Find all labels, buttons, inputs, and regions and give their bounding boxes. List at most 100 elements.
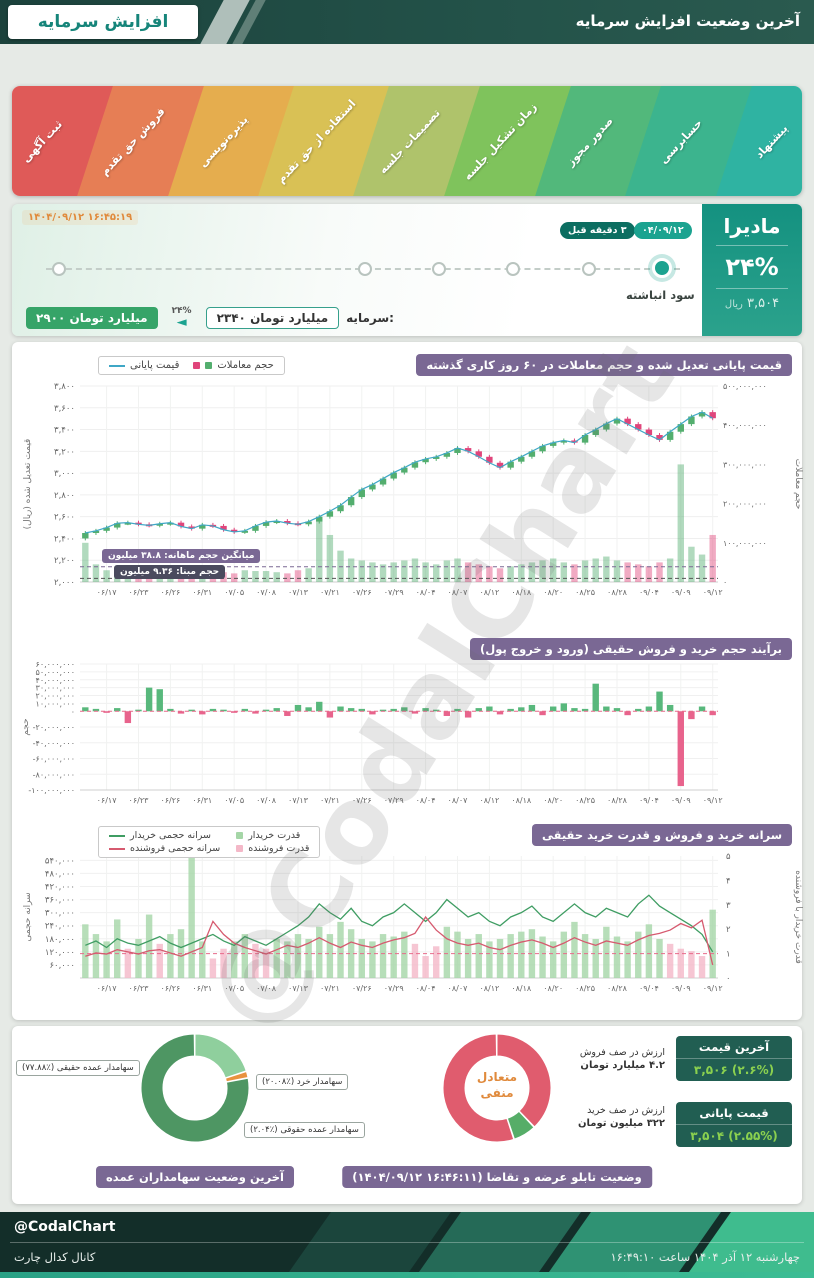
svg-text:۰۶/۲۳: ۰۶/۲۳ xyxy=(129,796,150,805)
symbol-name: مادیرا xyxy=(723,214,781,238)
base-volume-badge: حجم مبنا: ۹.۳۶ میلیون xyxy=(114,565,226,579)
svg-text:۲۴۰,۰۰۰: ۲۴۰,۰۰۰ xyxy=(45,922,75,932)
chart-legend: قیمت پایانی حجم معاملات xyxy=(98,356,285,375)
svg-text:۰۸/۰۷: ۰۸/۰۷ xyxy=(448,588,469,597)
price-volume-chart: ۲,۰۰۰ ۲,۲۰۰ ۲,۴۰۰ ۲,۶۰۰ ۲,۸۰۰ ۳,۰۰۰ ۳,۲۰۰ ۳,۴۰۰… xyxy=(23,382,803,597)
svg-text:۰۷/۲۶: ۰۷/۲۶ xyxy=(352,796,372,805)
close-price-badge: قیمت پایانی ۳,۵۰۴ (۲.۵۵%) xyxy=(676,1102,792,1147)
svg-text:۰۷/۰۵: ۰۷/۰۵ xyxy=(224,588,244,597)
svg-text:۱۲۰,۰۰۰: ۱۲۰,۰۰۰ xyxy=(45,948,75,958)
shareholder-label-real-major: سهامدار عمده حقیقی (٪۷۷.۸۸) xyxy=(16,1060,140,1076)
svg-text:۰۶/۳۱: ۰۶/۳۱ xyxy=(192,796,212,805)
legend-item: سرانه حجمی خریدار xyxy=(109,830,220,841)
svg-text:۰۶/۱۷: ۰۶/۱۷ xyxy=(97,796,118,805)
shareholders-section-title: آخرین وضعیت سهامداران عمده xyxy=(96,1166,294,1188)
timeline-dot xyxy=(506,262,520,276)
svg-text:۶۰,۰۰۰,۰۰۰: ۶۰,۰۰۰,۰۰۰ xyxy=(36,660,75,669)
close-price-value: ۳,۵۰۴ (۲.۵۵%) xyxy=(690,1129,778,1143)
svg-text:۰۷/۱۳: ۰۷/۱۳ xyxy=(288,984,309,993)
svg-text:۴۲۰,۰۰۰: ۴۲۰,۰۰۰ xyxy=(45,883,75,893)
last-price-value: ۳,۵۰۶ (۲.۶%) xyxy=(693,1063,775,1077)
last-price-badge: آخرین قیمت ۳,۵۰۶ (۲.۶%) xyxy=(676,1036,792,1081)
ribbon-stage-label: فروش حق تقدم xyxy=(98,104,168,178)
svg-text:۰۹/۰۴: ۰۹/۰۴ xyxy=(639,984,659,993)
footer-datetime: چهارشنبه ۱۲ آذر ۱۴۰۴ ساعت ۱۶:۴۹:۱۰ xyxy=(610,1250,800,1264)
svg-text:۱۸۰,۰۰۰: ۱۸۰,۰۰۰ xyxy=(45,935,75,945)
svg-text:-۱۰۰,۰۰۰,۰۰۰: -۱۰۰,۰۰۰,۰۰۰ xyxy=(28,786,75,795)
svg-text:سرانه حجمی: سرانه حجمی xyxy=(23,892,33,941)
per-capita-chart-block: سرانه خرید و فروش و قدرت خرید حقیقی سران… xyxy=(18,824,803,1010)
svg-text:۲,۲۰۰: ۲,۲۰۰ xyxy=(54,556,75,566)
svg-text:۰۷/۰۸: ۰۷/۰۸ xyxy=(256,588,277,597)
svg-text:۰۸/۲۸: ۰۸/۲۸ xyxy=(607,588,628,597)
bottom-summary-card: سهامدار عمده حقیقی (٪۷۷.۸۸) سهامدار خرد … xyxy=(12,1026,802,1204)
timeline-card: ۱۴۰۴/۰۹/۱۲ ۱۶:۴۵:۱۹ ۳ دقیقه قبل ۰۴/۰۹/۱۲… xyxy=(12,204,802,336)
main-chart-card: قیمت پایانی تعدیل شده و حجم معاملات در ۶… xyxy=(12,342,803,1020)
capital-after-pill: ۲۹۰۰ میلیارد تومان xyxy=(26,307,158,329)
svg-text:۰۹/۰۹: ۰۹/۰۹ xyxy=(671,796,691,805)
svg-text:-۶۰,۰۰۰,۰۰۰: -۶۰,۰۰۰,۰۰۰ xyxy=(33,755,75,764)
ribbon-stage-label: پذیره‌نویسی xyxy=(196,112,251,170)
capital-label: سرمایه: xyxy=(346,311,394,325)
legend-item: حجم معاملات xyxy=(193,360,274,371)
svg-text:۰۸/۰۴: ۰۸/۰۴ xyxy=(416,796,436,805)
svg-text:۳۰۰,۰۰۰,۰۰۰: ۳۰۰,۰۰۰,۰۰۰ xyxy=(723,460,767,469)
legend-label: قیمت پایانی xyxy=(130,360,180,371)
svg-text:۳: ۳ xyxy=(726,901,731,911)
ago-badge: ۳ دقیقه قبل xyxy=(560,222,635,239)
market-balance-status: متعادل منفی xyxy=(476,1070,518,1100)
svg-text:۰۶/۲۳: ۰۶/۲۳ xyxy=(129,984,150,993)
svg-text:۰۷/۰۵: ۰۷/۰۵ xyxy=(224,796,244,805)
legend-item: قیمت پایانی xyxy=(109,360,179,371)
symbol-panel: مادیرا ۲۴% ۳,۵۰۴ ریال xyxy=(702,204,802,336)
ribbon-stage-label: حسابرسی xyxy=(657,116,705,166)
net-flow-chart-block: برآیند حجم خرید و فروش حقیقی (ورود و خرو… xyxy=(18,638,796,818)
svg-text:۲,۶۰۰: ۲,۶۰۰ xyxy=(54,513,75,523)
capital-row: ۲۹۰۰ میلیارد تومان ۲۴% ◄ ۲۳۴۰ میلیارد توم… xyxy=(26,307,394,329)
svg-text:۳۶۰,۰۰۰: ۳۶۰,۰۰۰ xyxy=(45,896,75,906)
svg-text:۴۸۰,۰۰۰: ۴۸۰,۰۰۰ xyxy=(45,869,75,879)
page-title: آخرین وضعیت افزایش سرمایه xyxy=(575,12,800,30)
close-price-title: قیمت پایانی xyxy=(676,1102,792,1125)
footer-divider xyxy=(10,1242,804,1243)
legend-label: سرانه حجمی فروشنده xyxy=(130,843,221,854)
svg-text:۰۷/۲۶: ۰۷/۲۶ xyxy=(352,984,372,993)
svg-text:۴: ۴ xyxy=(726,876,731,886)
svg-text:۱۰,۰۰۰,۰۰۰: ۱۰,۰۰۰,۰۰۰ xyxy=(36,699,75,708)
svg-text:۰۷/۲۹: ۰۷/۲۹ xyxy=(384,984,404,993)
svg-text:۰۹/۰۹: ۰۹/۰۹ xyxy=(671,984,691,993)
svg-text:۰۸/۲۵: ۰۸/۲۵ xyxy=(575,588,595,597)
svg-text:۰: ۰ xyxy=(726,974,731,984)
capital-increase-stages-ribbon: پیشنهاد حسابرسی صدور مجوز زمان تشکیل جلس… xyxy=(12,86,802,196)
timeline-dot xyxy=(358,262,372,276)
svg-text:۳,۴۰۰: ۳,۴۰۰ xyxy=(54,426,75,436)
svg-text:۰۹/۰۴: ۰۹/۰۴ xyxy=(639,588,659,597)
svg-text:۰۶/۱۷: ۰۶/۱۷ xyxy=(97,588,118,597)
net-flow-chart: ۶۰,۰۰۰,۰۰۰۵۰,۰۰۰,۰۰۰۴۰,۰۰۰,۰۰۰۳۰,۰۰۰,۰۰۰… xyxy=(21,660,723,805)
svg-text:۳,۰۰۰: ۳,۰۰۰ xyxy=(54,469,75,479)
svg-text:۰۶/۳۱: ۰۶/۳۱ xyxy=(192,588,212,597)
capital-change: ۲۴% ◄ xyxy=(165,307,199,330)
svg-text:۰۷/۲۶: ۰۷/۲۶ xyxy=(352,588,372,597)
svg-text:۰۹/۱۲: ۰۹/۱۲ xyxy=(703,984,723,993)
svg-text:۵۴۰,۰۰۰: ۵۴۰,۰۰۰ xyxy=(45,856,75,866)
supply-demand-section-title: وضعیت تابلو عرضه و تقاضا (۱۶:۴۶:۱۱ ۱۴۰۴/… xyxy=(342,1166,652,1188)
shareholder-label-legal-major: سهامدار عمده حقوقی (٪۲.۰۴) xyxy=(244,1122,365,1138)
svg-text:۲,۸۰۰: ۲,۸۰۰ xyxy=(54,491,75,501)
buyer-power-symbol xyxy=(236,832,244,839)
ribbon-stage-label: استفاده از حق تقدم xyxy=(274,96,359,186)
capital-increase-percent: ۲۴% xyxy=(725,253,779,281)
svg-text:۰۷/۲۱: ۰۷/۲۱ xyxy=(320,796,340,805)
svg-text:۰۷/۲۹: ۰۷/۲۹ xyxy=(384,588,404,597)
svg-text:۰۸/۰۴: ۰۸/۰۴ xyxy=(416,588,436,597)
svg-text:۰۸/۱۲: ۰۸/۱۲ xyxy=(479,796,499,805)
svg-text:۰۶/۲۶: ۰۶/۲۶ xyxy=(160,984,180,993)
svg-text:۶۰,۰۰۰: ۶۰,۰۰۰ xyxy=(49,961,75,971)
legend-label: حجم معاملات xyxy=(217,360,274,371)
ribbon-stage-label: پیشنهاد xyxy=(752,121,791,161)
svg-text:۰۷/۲۱: ۰۷/۲۱ xyxy=(320,588,340,597)
svg-text:۴۰,۰۰۰,۰۰۰: ۴۰,۰۰۰,۰۰۰ xyxy=(36,676,75,685)
svg-text:۳,۸۰۰: ۳,۸۰۰ xyxy=(54,382,75,392)
buy-queue-label: ارزش در صف خرید ۳۲۲ میلیون تومان xyxy=(577,1105,665,1130)
